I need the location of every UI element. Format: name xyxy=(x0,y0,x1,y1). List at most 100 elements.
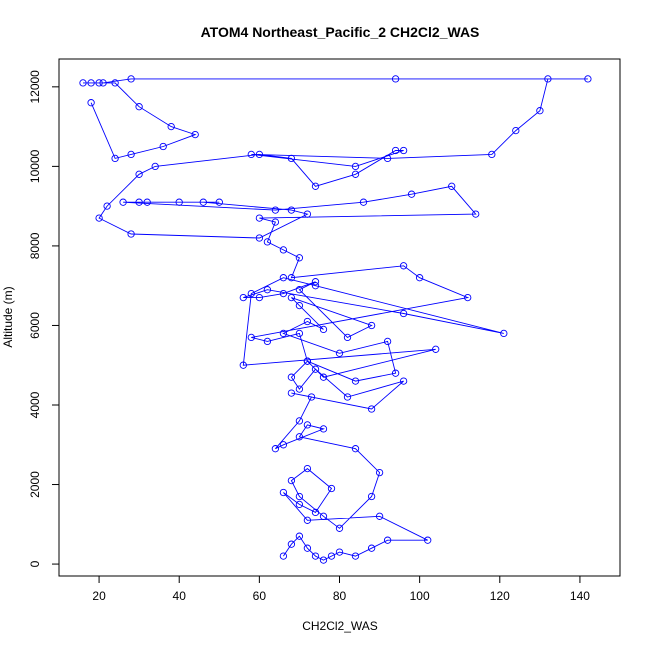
data-point xyxy=(319,556,328,564)
data-point xyxy=(335,349,344,357)
data-point xyxy=(391,75,400,83)
data-point xyxy=(319,512,328,520)
data-point xyxy=(135,103,143,111)
data-point xyxy=(247,333,255,342)
data-point xyxy=(295,433,304,441)
data-point xyxy=(247,289,255,298)
y-tick-label: 4000 xyxy=(28,391,42,418)
x-tick-label: 80 xyxy=(333,589,347,603)
data-point xyxy=(279,274,288,282)
data-point xyxy=(271,206,280,214)
data-point xyxy=(303,421,312,429)
data-point xyxy=(255,293,264,302)
data-point xyxy=(215,198,223,206)
data-point xyxy=(287,540,296,548)
data-point xyxy=(295,492,304,501)
y-tick-label: 10000 xyxy=(28,149,42,183)
data-point xyxy=(311,508,320,517)
data-point xyxy=(295,500,304,509)
data-point xyxy=(351,162,360,171)
data-point xyxy=(287,476,296,485)
data-point xyxy=(287,274,296,282)
data-point xyxy=(135,198,143,206)
plot-frame xyxy=(58,58,621,577)
data-point xyxy=(343,393,352,401)
data-point xyxy=(335,548,344,556)
data-point xyxy=(135,170,143,178)
y-tick-label: 6000 xyxy=(28,312,42,339)
data-point xyxy=(287,373,296,381)
data-point xyxy=(295,329,304,338)
data-point xyxy=(295,385,304,393)
data-point xyxy=(319,373,328,381)
y-tick-label: 2000 xyxy=(28,471,42,498)
data-point xyxy=(399,309,408,318)
data-point xyxy=(295,254,304,262)
data-point xyxy=(303,357,312,365)
data-point xyxy=(127,150,135,159)
y-tick-label: 12000 xyxy=(28,70,42,104)
data-point xyxy=(399,377,408,385)
data-point xyxy=(287,293,296,302)
data-point xyxy=(367,544,376,552)
data-point xyxy=(319,325,328,334)
data-point xyxy=(239,361,247,369)
data-point xyxy=(383,154,392,163)
data-point xyxy=(311,552,320,560)
data-point xyxy=(143,198,151,206)
data-point xyxy=(327,552,336,560)
y-axis: 0 2000 4000 6000 8000 10000 12000 xyxy=(28,70,60,567)
data-point xyxy=(367,405,376,413)
data-point xyxy=(279,488,288,497)
y-axis-label: Altitude (m) xyxy=(1,286,15,347)
y-tick-label: 8000 xyxy=(28,232,42,259)
data-point xyxy=(399,262,408,270)
data-point xyxy=(255,150,264,159)
data-point xyxy=(327,484,336,493)
data-point xyxy=(311,182,320,190)
x-tick-label: 60 xyxy=(253,589,267,603)
data-point xyxy=(351,377,360,385)
data-point xyxy=(512,126,520,135)
data-point xyxy=(79,79,87,87)
data-point xyxy=(279,246,288,254)
data-point xyxy=(99,79,107,87)
data-point xyxy=(391,369,400,377)
data-point xyxy=(295,417,304,425)
data-point xyxy=(307,393,316,401)
data-point xyxy=(303,317,312,326)
data-point xyxy=(191,130,199,139)
data-point xyxy=(319,425,328,433)
data-point xyxy=(367,492,376,501)
series-line xyxy=(83,78,588,561)
data-point xyxy=(448,182,456,190)
data-point xyxy=(279,329,288,338)
data-point xyxy=(464,293,472,302)
data-point xyxy=(536,107,544,115)
data-point xyxy=(295,532,304,540)
data-point xyxy=(199,198,207,206)
data-point xyxy=(95,79,103,87)
data-point xyxy=(383,337,392,346)
chart-title: ATOM4 Northeast_Pacific_2 CH2Cl2_WAS xyxy=(201,24,480,40)
data-point xyxy=(351,170,360,178)
y-tick-label: 0 xyxy=(28,560,42,567)
data-point xyxy=(279,441,288,449)
data-point xyxy=(127,75,135,83)
data-point xyxy=(375,468,384,477)
data-point xyxy=(279,552,288,560)
data-point xyxy=(287,154,296,163)
data-point xyxy=(311,278,320,286)
data-point xyxy=(263,337,272,346)
data-point xyxy=(151,162,159,171)
x-axis-label: CH2Cl2_WAS xyxy=(302,619,378,633)
data-point xyxy=(247,150,255,159)
x-tick-label: 20 xyxy=(92,589,106,603)
data-point xyxy=(375,512,384,520)
data-point xyxy=(415,274,424,282)
data-point xyxy=(311,365,320,373)
data-point xyxy=(544,75,552,83)
data-point xyxy=(271,445,280,453)
data-point xyxy=(303,516,312,524)
